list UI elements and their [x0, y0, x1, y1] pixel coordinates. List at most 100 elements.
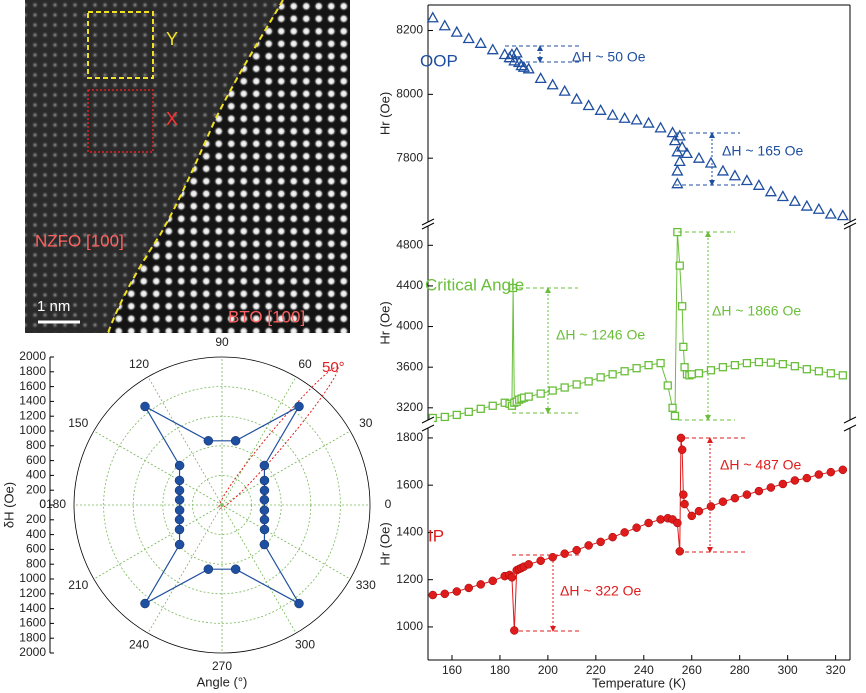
y-tick-label: 3600 — [396, 359, 423, 373]
point — [676, 140, 689, 152]
point — [680, 363, 689, 372]
r-tick-label: 1400 — [19, 394, 46, 408]
point — [428, 590, 438, 600]
point — [596, 537, 605, 547]
point — [716, 164, 730, 176]
point — [838, 465, 848, 475]
point — [596, 373, 605, 382]
point — [704, 156, 718, 168]
point — [812, 202, 825, 214]
point — [618, 111, 631, 123]
point — [452, 587, 462, 596]
point — [644, 518, 653, 528]
r-tick-label: 1000 — [19, 423, 46, 437]
point — [694, 506, 704, 516]
r-axis-label: δH (Oe) — [1, 482, 16, 528]
r-tick-label: 2000 — [19, 645, 46, 659]
r-tick-label: 1200 — [19, 408, 46, 422]
point — [582, 99, 595, 111]
point — [742, 358, 752, 368]
r-tick-label: 200 — [26, 512, 46, 526]
y-tick-label: 1400 — [396, 525, 423, 539]
point — [675, 547, 685, 556]
polar-point — [174, 460, 185, 471]
scale-label: 1 nm — [37, 298, 70, 315]
point — [486, 43, 499, 55]
axis-break — [843, 222, 857, 230]
angle-grid — [221, 504, 297, 634]
point — [718, 497, 728, 506]
axis-break — [422, 420, 434, 428]
polar-point — [259, 514, 270, 525]
polar-point — [174, 524, 185, 535]
r-tick-label: 2000 — [19, 349, 46, 363]
point — [706, 502, 716, 511]
polar-point — [174, 485, 185, 496]
r-tick-label: 200 — [26, 482, 46, 496]
point — [560, 549, 569, 558]
point — [680, 147, 694, 159]
point — [570, 92, 583, 104]
r-tick-label: 1800 — [19, 364, 46, 378]
polar-point — [294, 598, 304, 609]
angle-label: 300 — [295, 637, 315, 651]
x-tick-label: 280 — [730, 663, 750, 677]
point — [510, 46, 523, 58]
point — [452, 410, 461, 420]
annotation: ΔH ~ 1246 Oe — [556, 327, 645, 343]
angle-grid — [93, 430, 223, 506]
y-tick-label: 3200 — [396, 400, 423, 414]
point — [608, 370, 617, 379]
angle-label: 120 — [129, 357, 149, 371]
polar-point — [203, 436, 214, 446]
region-label: Y — [166, 29, 178, 49]
polar-point — [259, 460, 270, 471]
point — [742, 490, 752, 499]
series-label: IP — [428, 526, 444, 545]
polar-point — [203, 564, 214, 574]
y-tick-label: 1000 — [396, 619, 423, 633]
point — [656, 358, 665, 368]
annotation: ΔH ~ 1866 Oe — [712, 303, 801, 319]
point — [670, 411, 680, 421]
angle-grid — [93, 504, 223, 580]
point — [524, 560, 533, 569]
point — [730, 493, 740, 503]
x-tick-label: 260 — [682, 663, 702, 677]
x-tick-label: 180 — [490, 663, 510, 677]
series-line — [432, 232, 843, 419]
point — [536, 556, 545, 566]
point — [584, 377, 593, 386]
x-tick-label: 220 — [586, 663, 606, 677]
r-tick-label: 1400 — [19, 601, 46, 615]
angle-label: 270 — [212, 659, 232, 673]
point — [548, 386, 557, 395]
point — [666, 126, 679, 138]
point — [476, 404, 485, 413]
point — [464, 407, 473, 417]
axis-break — [421, 424, 435, 432]
point — [838, 371, 847, 380]
angle-label: 180 — [46, 497, 66, 511]
axis-break — [843, 416, 857, 424]
point — [572, 545, 581, 555]
point — [584, 541, 593, 550]
point — [558, 84, 571, 96]
point — [673, 155, 686, 167]
point — [630, 113, 643, 125]
polar-point — [259, 475, 270, 486]
polar-point — [259, 524, 270, 535]
point — [474, 36, 487, 48]
point — [644, 361, 653, 370]
polar-point — [174, 475, 185, 486]
point — [668, 403, 677, 412]
point — [476, 580, 485, 589]
point — [766, 483, 776, 492]
point — [671, 164, 684, 176]
point — [606, 108, 619, 120]
r-tick-label: 800 — [26, 556, 46, 570]
axis-break — [843, 218, 857, 226]
x-tick-label: 240 — [634, 663, 654, 677]
tem-image — [25, 0, 350, 334]
point — [440, 589, 450, 599]
